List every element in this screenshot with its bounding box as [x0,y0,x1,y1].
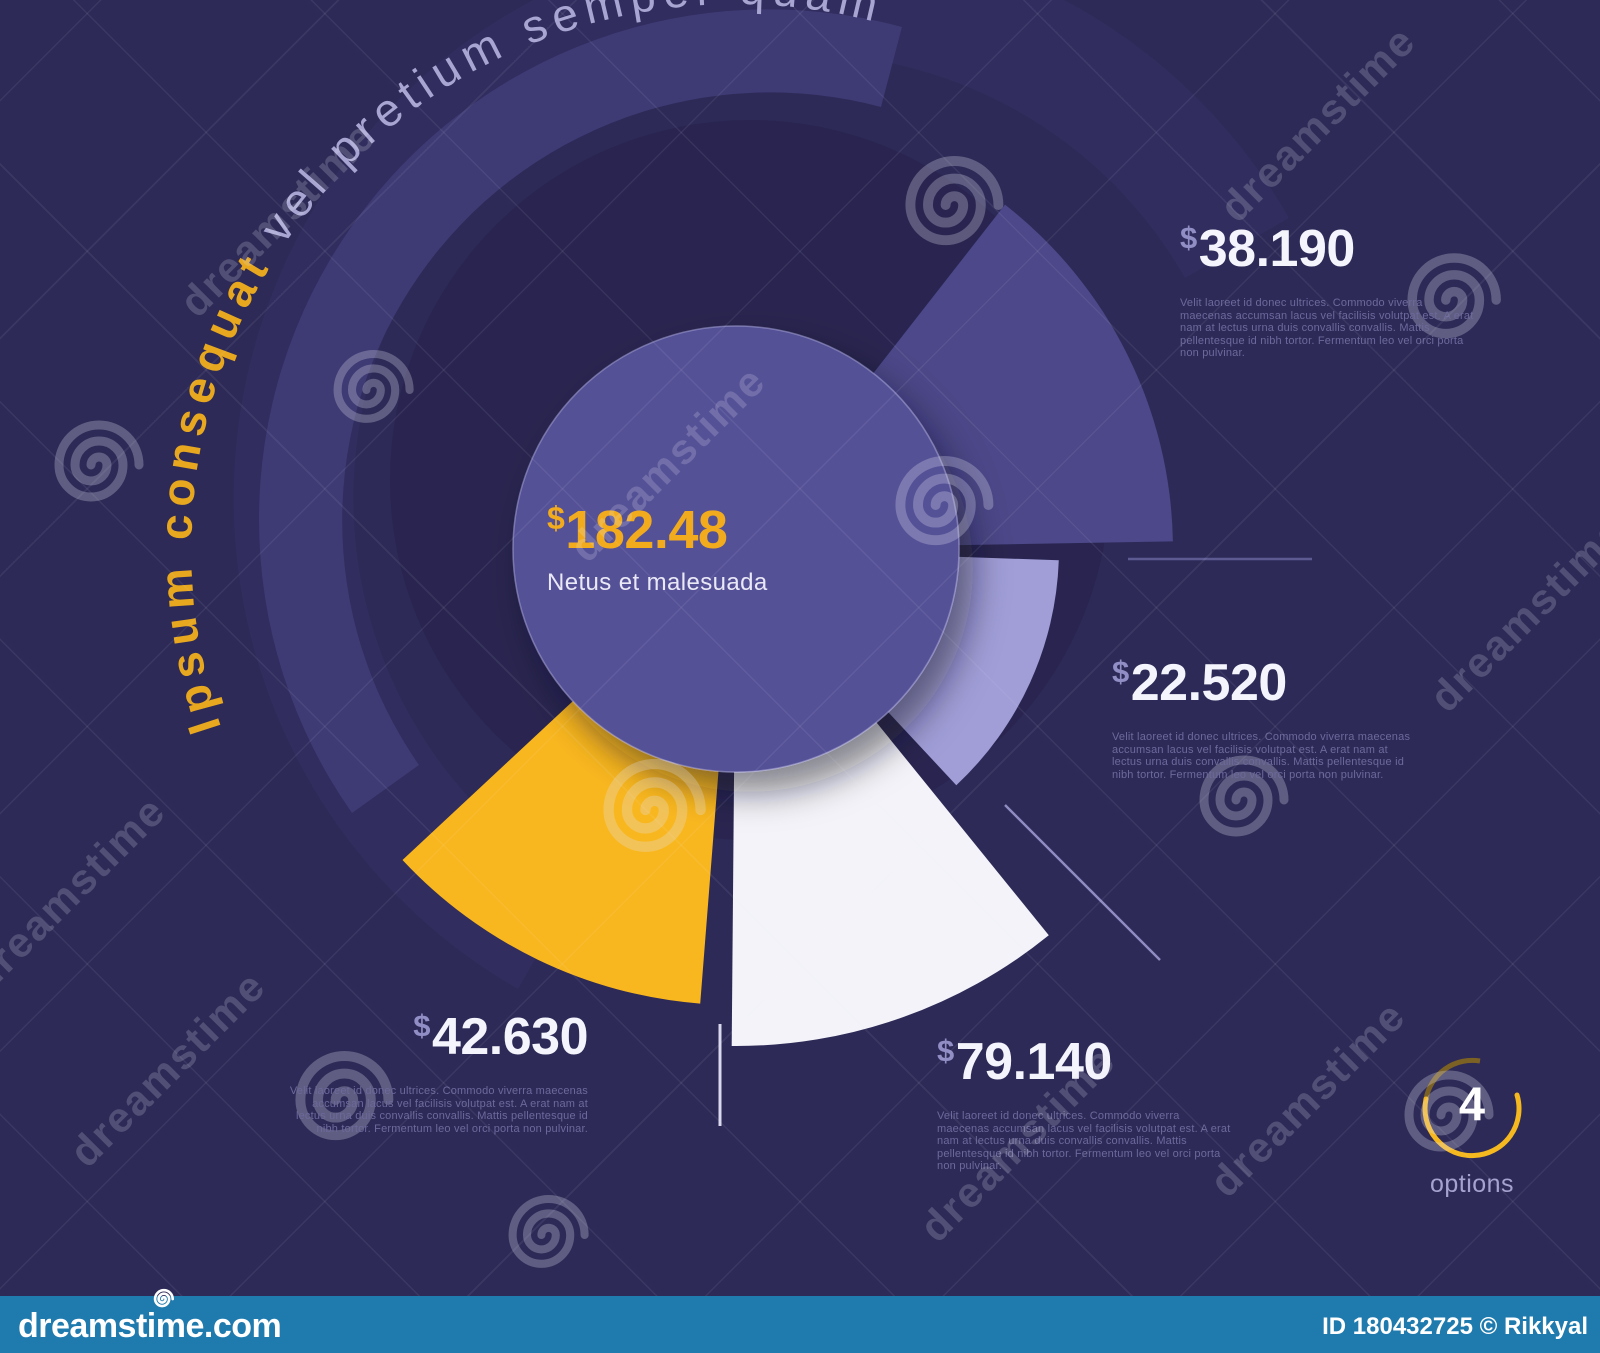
segment-description: Velit laoreet id donec ultrices. Commodo… [937,1110,1231,1173]
watermark-spiral-icon [513,1199,585,1264]
currency-symbol: $ [547,500,565,536]
currency-symbol: $ [413,1008,430,1043]
center-value-block: $182.48 Netus et malesuada [547,502,768,597]
watermark-spiral-icon [59,425,139,497]
segment-value: $79.140 [937,1035,1237,1088]
options-count: 4 [1458,1077,1486,1130]
segment-block-42630: $42.630 Velit laoreet id donec ultrices.… [280,1010,589,1135]
currency-symbol: $ [1112,654,1129,689]
segment-block-79140: $79.140 Velit laoreet id donec ultrices.… [937,1035,1237,1173]
bright-ring [258,9,902,813]
segment-amount: 79.140 [955,1033,1113,1091]
outer-faint-ring [233,0,1289,989]
segment-value: $38.190 [1180,222,1480,275]
center-value: $182.48 [547,502,768,557]
currency-symbol: $ [937,1033,954,1068]
segment-description: Velit laoreet id donec ultrices. Commodo… [289,1085,588,1135]
center-amount: 182.48 [565,500,728,560]
segment-description: Velit laoreet id donec ultrices. Commodo… [1180,297,1474,360]
dreamstime-logo[interactable]: dreamstime.com [18,1307,282,1345]
center-label: Netus et malesuada [547,569,768,596]
callout-line-22520 [1004,804,1161,961]
segment-amount: 22.520 [1130,654,1288,712]
segment-description: Velit laoreet id donec ultrices. Commodo… [1112,731,1411,781]
currency-symbol: $ [1180,220,1197,255]
footer-bar: dreamstime.com ID 180432725 © Rikkyal [0,1288,1600,1353]
segment-value: $22.520 [1112,656,1424,709]
options-label: options [1429,1170,1515,1198]
pie-center-circle [512,325,960,773]
segment-amount: 42.630 [431,1008,589,1066]
segment-block-38190: $38.190 Velit laoreet id donec ultrices.… [1180,222,1480,360]
segment-block-22520: $22.520 Velit laoreet id donec ultrices.… [1112,656,1424,781]
segment-amount: 38.190 [1198,220,1356,278]
segment-value: $42.630 [280,1010,588,1063]
dreamstime-spiral-icon [153,1288,174,1308]
image-credit: ID 180432725 © Rikkyal [1322,1313,1588,1340]
